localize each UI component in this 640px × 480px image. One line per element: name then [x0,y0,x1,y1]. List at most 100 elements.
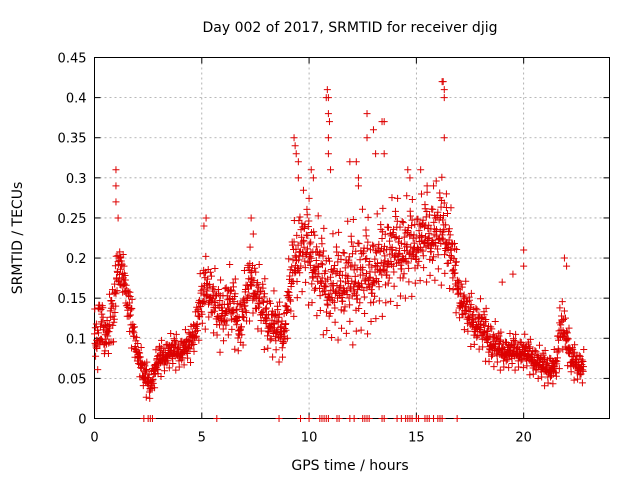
data-point [247,214,255,222]
data-point [324,415,332,422]
data-point [446,285,454,293]
data-point [290,134,298,142]
data-point [274,306,282,314]
data-point [571,341,579,349]
data-point [344,217,352,225]
data-point [210,287,218,295]
data-point [387,258,395,266]
data-point [398,265,406,273]
data-point [175,363,183,371]
data-point [388,243,396,251]
data-point [405,278,413,286]
data-point [404,259,412,267]
data-point [290,238,298,246]
data-point [229,283,237,291]
data-point [352,158,360,166]
data-point [260,293,268,301]
data-point [495,332,503,340]
data-point [305,217,313,225]
data-point [479,329,487,337]
data-point [255,303,263,311]
data-point [319,252,327,260]
data-point [136,353,144,361]
data-point [255,260,263,268]
data-point [187,359,195,367]
data-point [576,352,584,360]
data-point [211,264,219,272]
data-point [279,353,287,361]
data-point [411,221,419,229]
data-point [341,264,349,272]
data-point [396,223,404,231]
data-point [508,360,516,368]
data-point [303,245,311,253]
data-point [345,253,353,261]
data-point [91,330,98,338]
data-point [347,263,355,271]
data-point [381,257,389,265]
data-point [363,134,371,142]
data-point [242,309,250,317]
data-point [234,347,242,355]
data-point [192,332,200,340]
data-point [481,322,489,330]
data-point [384,223,392,231]
data-point [209,283,217,291]
data-point [328,333,336,341]
data-point [306,257,314,265]
x-tick-label: 10 [301,431,318,446]
data-point [578,379,586,387]
data-point [294,158,302,166]
data-point [579,363,587,371]
data-point [440,94,448,102]
data-point [441,251,449,259]
data-point [264,332,272,340]
data-point [558,317,566,325]
data-point [331,318,339,326]
data-point [204,284,212,292]
data-point [200,269,208,277]
data-point [416,277,424,285]
data-point [188,339,196,347]
data-point [112,182,120,190]
data-point [252,268,260,276]
data-point [411,279,419,287]
data-point [245,291,253,299]
data-point [548,372,556,380]
data-point [169,360,177,368]
data-point [316,292,324,300]
data-point [564,335,572,343]
data-point [363,110,371,118]
data-point [223,317,231,325]
data-point [408,222,416,230]
data-point [414,215,422,223]
data-point [254,279,262,287]
data-point [397,292,405,300]
data-point [108,297,116,305]
data-point [313,312,321,320]
data-point [427,248,435,256]
data-point [350,415,358,422]
data-point [460,291,468,299]
y-tick-label: 0.4 [66,92,87,107]
data-point [318,274,326,282]
data-point [384,279,392,287]
data-point [477,324,485,332]
data-point [190,347,198,355]
data-point [320,287,328,295]
data-point [373,259,381,267]
data-point [385,274,393,282]
data-point [395,250,403,258]
data-point [361,309,369,317]
data-point [275,415,283,422]
data-point [321,291,329,299]
data-point [184,337,192,345]
x-tick-label: 15 [408,431,425,446]
data-point [434,208,442,216]
data-point [452,258,460,266]
data-point [374,244,382,252]
data-point [456,289,464,297]
data-point [467,301,475,309]
data-point [186,345,194,353]
data-point [195,296,203,304]
